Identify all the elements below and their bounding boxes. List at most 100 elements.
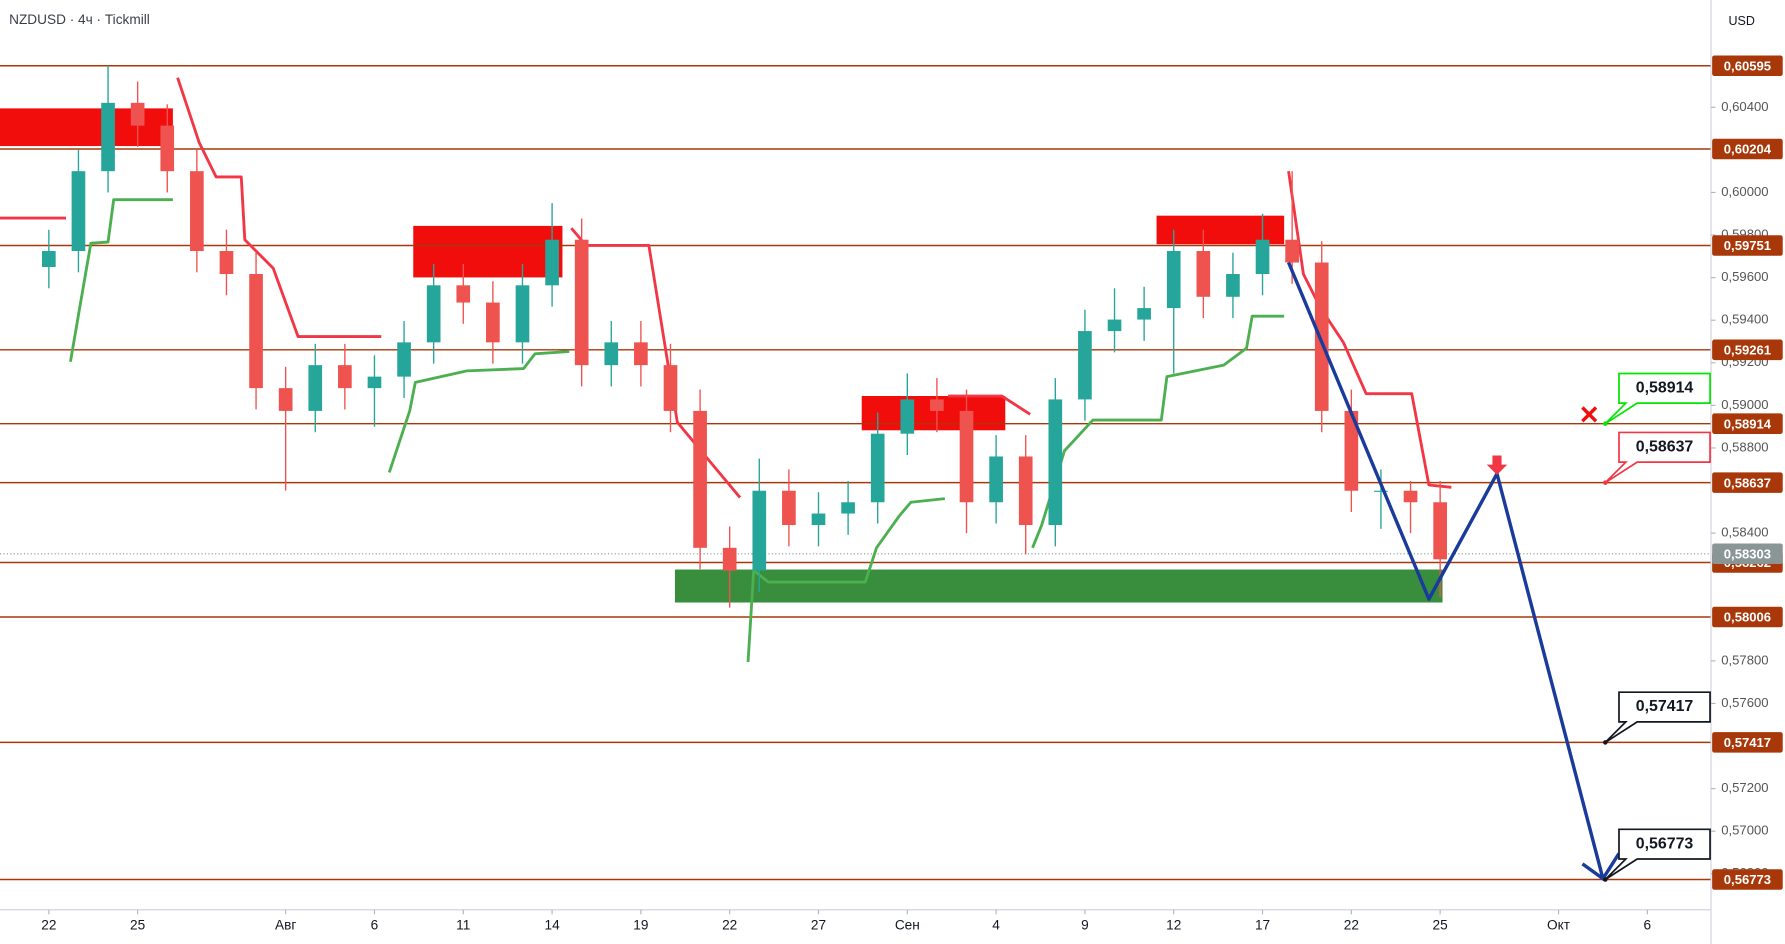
level-label: 0,58637 [1724,475,1771,490]
callout-label: 0,58637 [1636,438,1694,455]
candle-body [338,365,352,389]
candle-body [900,399,915,434]
candle-body [959,410,974,503]
candle-body [574,239,589,366]
zone [0,108,173,147]
y-tick-label: 0,59000 [1721,397,1768,412]
candle-body [308,365,323,411]
x-tick-label: 9 [1081,917,1089,932]
callout-label: 0,58914 [1636,380,1694,397]
candle-body [130,102,145,126]
callout-label: 0,56773 [1636,835,1694,852]
callout-anchor [1603,480,1608,485]
level-label-box [1712,339,1783,361]
x-tick-label: 22 [1344,917,1359,932]
x-tick-label: 25 [130,917,146,932]
candle-body [1196,251,1211,297]
y-tick-label: 0,60400 [1721,99,1768,114]
candle-body [722,547,737,571]
candle-body [841,502,855,514]
y-tick-label: 0,58800 [1721,439,1768,454]
forecast-arrowhead [1581,852,1621,882]
candle-body [219,251,234,275]
x-tick-label: Окт [1547,917,1571,932]
indicator-line [746,497,946,663]
candle-body [1107,319,1122,332]
level-label-box [1712,869,1783,890]
candle-body [1285,239,1299,263]
candle-body [989,456,1003,503]
candle-body [397,342,411,377]
y-tick-label: 0,57000 [1721,823,1768,838]
callout-box [1604,431,1711,484]
x-tick-label: 11 [456,917,470,932]
candle-body [426,285,441,343]
candle-body [486,302,500,343]
chart-title: NZDUSD · 4ч · Tickmill [9,12,150,27]
y-tick-label: 0,60000 [1721,184,1768,199]
x-tick-label: 12 [1166,917,1181,932]
candle-body [752,490,767,571]
candle-body [1166,251,1181,309]
candle-body [1433,502,1447,560]
candle-body [663,365,678,411]
candle-body [1137,308,1151,320]
level-label: 0,58006 [1724,610,1771,625]
y-tick-label: 0,57800 [1721,652,1768,667]
last-price-box [1712,543,1783,565]
candle-body [930,399,944,411]
level-label-box [1712,138,1783,160]
level-label: 0,57417 [1724,735,1771,750]
x-tick-label: 27 [811,917,826,932]
candle-body [634,342,648,366]
y-tick-label: 0,57200 [1721,780,1768,795]
candle-body [782,490,796,526]
currency: USD [1729,14,1755,28]
candle-body [811,513,826,526]
candle-body [367,376,382,389]
x-tick-label: 17 [1255,917,1270,932]
level-label-box [1712,732,1783,753]
candle-body [1078,331,1092,400]
cross-icon [1581,406,1598,423]
x-tick-label: 14 [544,917,560,932]
level-label-box [1712,235,1783,256]
level-label: 0,60595 [1724,58,1771,73]
candle-body [42,251,56,267]
candle-body [101,102,115,172]
candle-body [160,125,175,172]
candle-body [1403,490,1418,503]
zone [674,569,1443,603]
candle-body [1255,239,1270,275]
candle-body [870,433,885,503]
x-tick-label: 19 [633,917,648,932]
candle-body [515,285,530,343]
y-tick-label: 0,59600 [1721,269,1768,284]
candle-body [604,342,619,366]
level-label: 0,59751 [1724,238,1771,253]
indicator-line [69,198,173,362]
level-label-box [1712,55,1783,77]
candle-body [1226,274,1240,297]
level-label: 0,56773 [1724,872,1771,887]
level-label-box [1712,472,1783,493]
level-label-box [1712,606,1783,628]
down-arrow-icon [1486,455,1508,475]
callout-box [1604,828,1711,881]
callout-anchor [1603,740,1608,745]
candle-body [190,171,204,252]
labels: 0,604000,600000,598000,596000,594000,592… [41,55,1783,932]
x-tick-label: Авг [275,917,296,932]
indicator-line [387,350,570,473]
x-tick-label: 25 [1433,917,1449,932]
callout-label: 0,57417 [1636,698,1694,715]
level-label: 0,60204 [1724,142,1772,157]
callout-anchor [1603,421,1608,426]
x-tick-label: 22 [722,917,737,932]
x-tick-label: 6 [1644,917,1652,932]
level-label: 0,58914 [1724,416,1772,431]
y-tick-label: 0,57600 [1721,695,1768,710]
y-tick-label: 0,59400 [1721,312,1768,327]
